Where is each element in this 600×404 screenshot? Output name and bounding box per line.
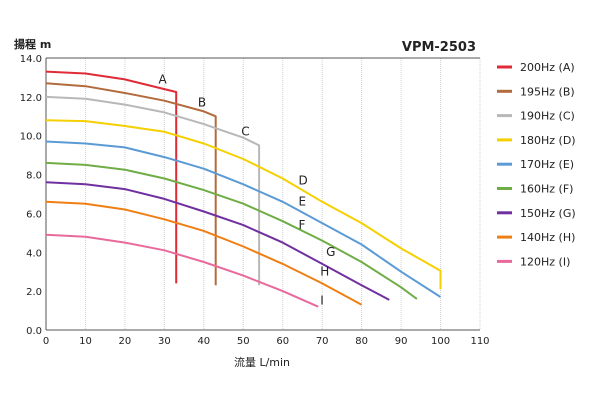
series-line-i — [45, 233, 319, 308]
legend-label-h: 140Hz (H) — [520, 231, 575, 244]
axes — [45, 57, 480, 331]
y-axis-label: 揚程 m — [14, 37, 51, 51]
series-line-a — [45, 70, 178, 284]
x-tick-label: 60 — [276, 336, 289, 347]
x-tick-label: 0 — [43, 336, 49, 347]
series-line-g — [45, 181, 390, 301]
curve-label-f: F — [299, 218, 306, 232]
series-line-e — [45, 140, 442, 298]
curve-label-h: H — [320, 265, 329, 279]
curve-label-d: D — [299, 173, 308, 187]
x-axis-label: 流量 L/min — [234, 355, 290, 369]
x-tick-label: 80 — [355, 336, 368, 347]
legend-label-i: 120Hz (I) — [520, 255, 570, 268]
legend-label-g: 150Hz (G) — [520, 207, 576, 220]
y-tick-label: 0.0 — [26, 326, 42, 337]
x-tick-label: 100 — [431, 336, 450, 347]
curve-letter-labels: A B C DEF GH I — [158, 72, 335, 307]
tick-labels: 0 10 20 30 40 50 60 70 80 90 100 110 0.0 2.0 4.0 6.0 8.0… — [20, 54, 490, 347]
x-tick-label: 110 — [470, 336, 489, 347]
y-tick-label: 14.0 — [20, 54, 42, 65]
series-line-b — [45, 82, 217, 286]
curve-label-g: G — [326, 245, 335, 259]
legend-label-a: 200Hz (A) — [520, 61, 575, 74]
series-line-d — [45, 119, 442, 290]
x-tick-label: 10 — [79, 336, 92, 347]
x-tick-label: 30 — [158, 336, 171, 347]
y-tick-label: 4.0 — [26, 248, 42, 259]
chart-title: VPM-2503 — [402, 40, 476, 55]
legend-label-d: 180Hz (D) — [520, 134, 576, 147]
curve-label-b: B — [198, 96, 206, 110]
y-tick-label: 10.0 — [20, 132, 42, 143]
y-tick-label: 12.0 — [20, 93, 42, 104]
x-tick-label: 50 — [237, 336, 250, 347]
y-tick-label: 8.0 — [26, 171, 42, 182]
legend-label-f: 160Hz (F) — [520, 183, 573, 196]
legend: 200Hz (A) 195Hz (B) 190Hz (C) 180Hz (D) 170H… — [497, 61, 576, 268]
series-line-f — [45, 161, 418, 300]
curve-label-a: A — [158, 72, 167, 86]
legend-label-c: 190Hz (C) — [520, 110, 575, 123]
x-tick-label: 70 — [316, 336, 329, 347]
series-line-c — [45, 95, 261, 286]
series-line-h — [45, 200, 363, 306]
x-tick-label: 40 — [197, 336, 210, 347]
x-tick-label: 20 — [119, 336, 132, 347]
curve-label-c: C — [241, 125, 249, 139]
y-tick-label: 2.0 — [26, 287, 42, 298]
x-tick-label: 90 — [395, 336, 408, 347]
legend-label-e: 170Hz (E) — [520, 158, 574, 171]
series-lines — [45, 70, 442, 308]
y-tick-label: 6.0 — [26, 209, 42, 220]
curve-label-e: E — [299, 195, 307, 209]
legend-label-b: 195Hz (B) — [520, 85, 575, 98]
curve-label-i: I — [320, 294, 324, 308]
